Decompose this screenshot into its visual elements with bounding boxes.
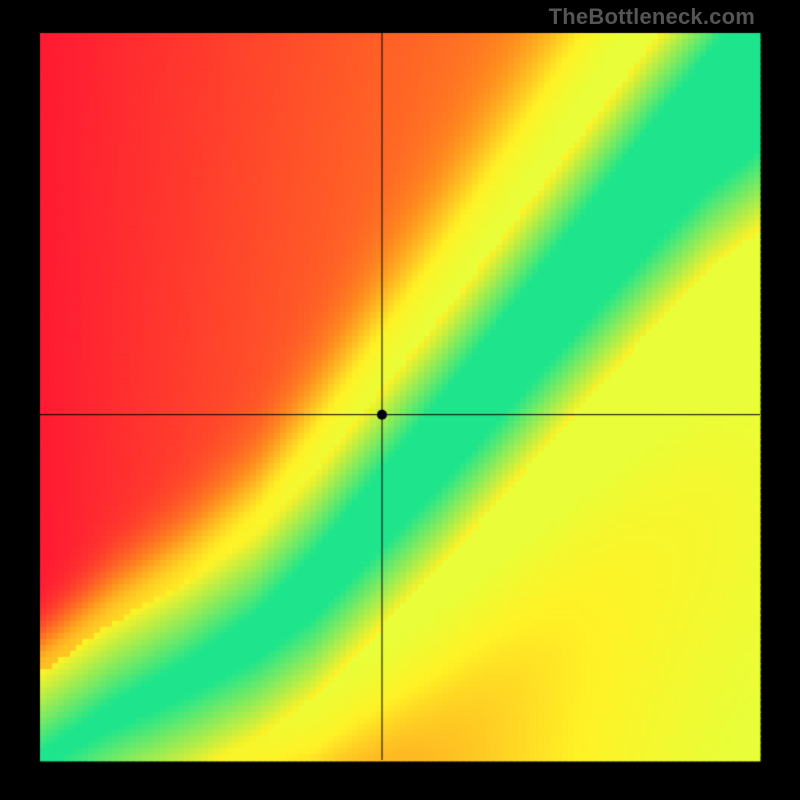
watermark-text: TheBottleneck.com: [549, 4, 755, 30]
chart-stage: TheBottleneck.com: [0, 0, 800, 800]
bottleneck-heatmap-canvas: [0, 0, 800, 800]
